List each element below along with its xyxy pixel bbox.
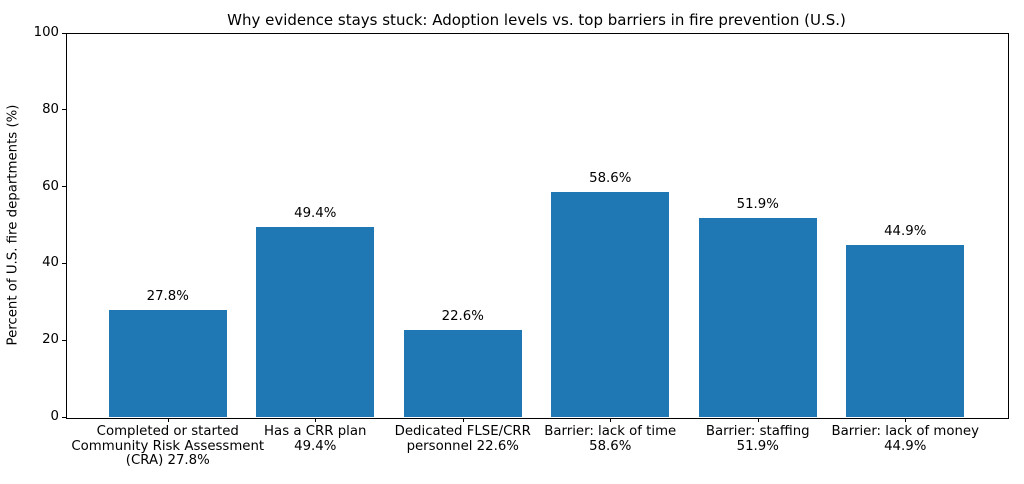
x-tick-label: Completed or started Community Risk Asse… xyxy=(71,424,265,469)
y-tick-label: 20 xyxy=(42,332,59,348)
x-tick-label: Has a CRR plan 49.4% xyxy=(264,424,367,454)
x-tick-mark xyxy=(757,418,759,422)
bar-value-label: 51.9% xyxy=(736,196,779,212)
y-tick-mark xyxy=(62,339,66,341)
y-tick-label: 40 xyxy=(42,255,59,271)
bar xyxy=(108,310,227,417)
y-tick-label: 100 xyxy=(33,25,59,40)
chart-title: Why evidence stays stuck: Adoption level… xyxy=(227,11,846,29)
y-tick-mark xyxy=(62,186,66,188)
x-tick-label: Barrier: lack of time 58.6% xyxy=(544,424,677,454)
x-tick-label: Barrier: lack of money 44.9% xyxy=(831,424,979,454)
y-tick-mark xyxy=(62,416,66,418)
x-tick-mark xyxy=(905,418,907,422)
x-tick-label: Dedicated FLSE/CRR personnel 22.6% xyxy=(394,424,531,454)
bar-value-label: 22.6% xyxy=(441,309,484,325)
y-tick-mark xyxy=(62,109,66,111)
bar xyxy=(403,330,522,417)
y-tick-mark xyxy=(62,262,66,264)
y-tick-label: 80 xyxy=(42,101,59,117)
x-tick-mark xyxy=(315,418,317,422)
x-tick-mark xyxy=(167,418,169,422)
y-tick-label: 0 xyxy=(50,409,59,424)
bar-value-label: 44.9% xyxy=(884,223,927,239)
bar xyxy=(698,217,817,417)
x-tick-label: Barrier: staffing 51.9% xyxy=(705,424,810,454)
x-tick-mark xyxy=(462,418,464,422)
bar xyxy=(256,227,375,417)
bar-value-label: 27.8% xyxy=(146,289,189,305)
y-axis-label-text: Percent of U.S. fire departments (%) xyxy=(5,104,21,346)
bar xyxy=(551,191,670,417)
y-tick-mark xyxy=(62,32,66,34)
y-tick-label: 60 xyxy=(42,178,59,194)
bar-value-label: 49.4% xyxy=(294,206,337,222)
x-tick-mark xyxy=(610,418,612,422)
bar-value-label: 58.6% xyxy=(589,170,632,186)
bar xyxy=(846,244,965,417)
